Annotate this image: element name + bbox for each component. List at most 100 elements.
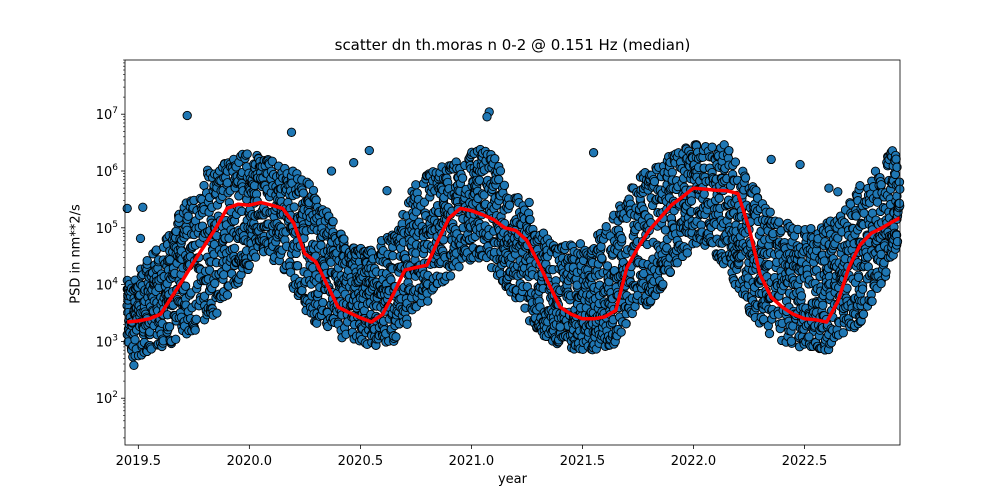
scatter-point	[490, 154, 500, 164]
scatter-point	[853, 272, 864, 282]
scatter-point	[881, 267, 891, 277]
scatter-point	[617, 234, 627, 244]
scatter-point	[289, 202, 299, 212]
scatter-point	[391, 332, 401, 342]
scatter-point	[765, 207, 775, 217]
scatter-point	[795, 159, 805, 170]
scatter-point	[267, 156, 277, 166]
scatter-point	[855, 181, 865, 191]
scatter-point	[349, 158, 359, 168]
x-tick-label: 2020.5	[338, 454, 384, 469]
scatter-point	[707, 142, 717, 152]
scatter-point	[183, 211, 193, 221]
scatter-point	[766, 154, 776, 165]
scatter-point	[714, 193, 724, 203]
scatter-point	[286, 127, 297, 137]
scatter-point	[667, 167, 677, 178]
scatter-point	[190, 325, 200, 335]
scatter-point	[129, 360, 139, 370]
scatter-point	[682, 248, 692, 258]
scatter-point	[764, 328, 775, 339]
scatter-point	[774, 217, 784, 227]
scatter-point	[212, 308, 222, 318]
scatter-point	[601, 222, 611, 232]
scatter-point	[699, 189, 709, 199]
scatter-point	[411, 180, 421, 190]
chart-title: scatter dn th.moras n 0-2 @ 0.151 Hz (me…	[334, 36, 691, 54]
y-tick-label: 105	[96, 220, 118, 237]
scatter-point	[555, 322, 565, 332]
y-axis: 102 103 104 105 106 107	[96, 59, 125, 439]
scatter-point	[308, 185, 319, 196]
scatter-point	[423, 296, 433, 306]
scatter-point	[250, 252, 261, 262]
scatter-point	[495, 166, 506, 176]
scatter-point	[796, 291, 807, 301]
scatter-point	[804, 332, 814, 342]
scatter-point	[445, 271, 456, 281]
x-tick-label: 2019.5	[116, 454, 162, 469]
scatter-point	[328, 216, 338, 227]
x-tick-label: 2022.0	[671, 454, 717, 469]
y-tick-label: 102	[96, 390, 118, 407]
scatter-point	[876, 180, 886, 190]
scatter-point	[806, 223, 816, 234]
scatter-point	[339, 234, 349, 244]
y-tick-label: 106	[96, 163, 119, 180]
scatter-point	[318, 297, 328, 308]
scatter-point	[122, 203, 132, 214]
x-tick-label: 2020.0	[227, 454, 273, 469]
scatter-point	[164, 322, 175, 332]
scatter-point	[858, 309, 869, 319]
scatter-point	[364, 145, 374, 156]
scatter-point	[621, 319, 631, 329]
scatter-point	[182, 110, 192, 121]
scatter-point	[180, 281, 191, 291]
scatter-point	[142, 256, 152, 266]
scatter-point	[525, 214, 535, 225]
scatter-point	[724, 145, 734, 156]
scatter-point	[730, 157, 741, 167]
scatter-point	[892, 236, 903, 247]
scatter-point	[229, 243, 240, 253]
scatter-point	[833, 187, 843, 197]
y-tick-label: 103	[96, 333, 118, 350]
scatter-point	[210, 278, 220, 289]
x-axis-label: year	[497, 472, 527, 487]
scatter-point	[838, 328, 848, 338]
scatter-point	[894, 198, 905, 209]
scatter-point	[382, 186, 392, 196]
scatter-point	[818, 300, 828, 310]
scatter-point	[597, 253, 607, 263]
scatter-point	[867, 296, 877, 306]
y-axis-label: PSD in nm**2/s	[68, 204, 84, 304]
scatter-point	[588, 148, 599, 158]
scatter-point	[891, 154, 901, 164]
scatter-point	[824, 183, 834, 193]
scatter-point	[326, 166, 337, 176]
scatter-point	[135, 233, 146, 244]
scatter-point	[298, 188, 308, 198]
y-tick-label: 107	[96, 106, 118, 123]
scatter-point	[494, 174, 504, 185]
scatter-point	[504, 200, 515, 210]
scatter-point	[191, 314, 201, 324]
scatter-point	[130, 335, 140, 345]
scatter-point	[219, 270, 229, 280]
scatter-point	[524, 197, 534, 208]
scatter-point	[171, 334, 181, 344]
scatter-point	[658, 279, 668, 289]
x-tick-label: 2021.5	[560, 454, 606, 469]
scatter-points	[122, 107, 905, 370]
scatter-point	[457, 173, 468, 183]
scatter-point	[857, 284, 868, 294]
scatter-point	[876, 278, 886, 289]
scatter-point	[616, 327, 626, 337]
scatter-point	[482, 112, 492, 122]
scatter-point	[242, 149, 252, 159]
y-tick-label: 104	[96, 277, 119, 294]
scatter-point	[665, 267, 675, 277]
scatter-point	[138, 202, 148, 212]
